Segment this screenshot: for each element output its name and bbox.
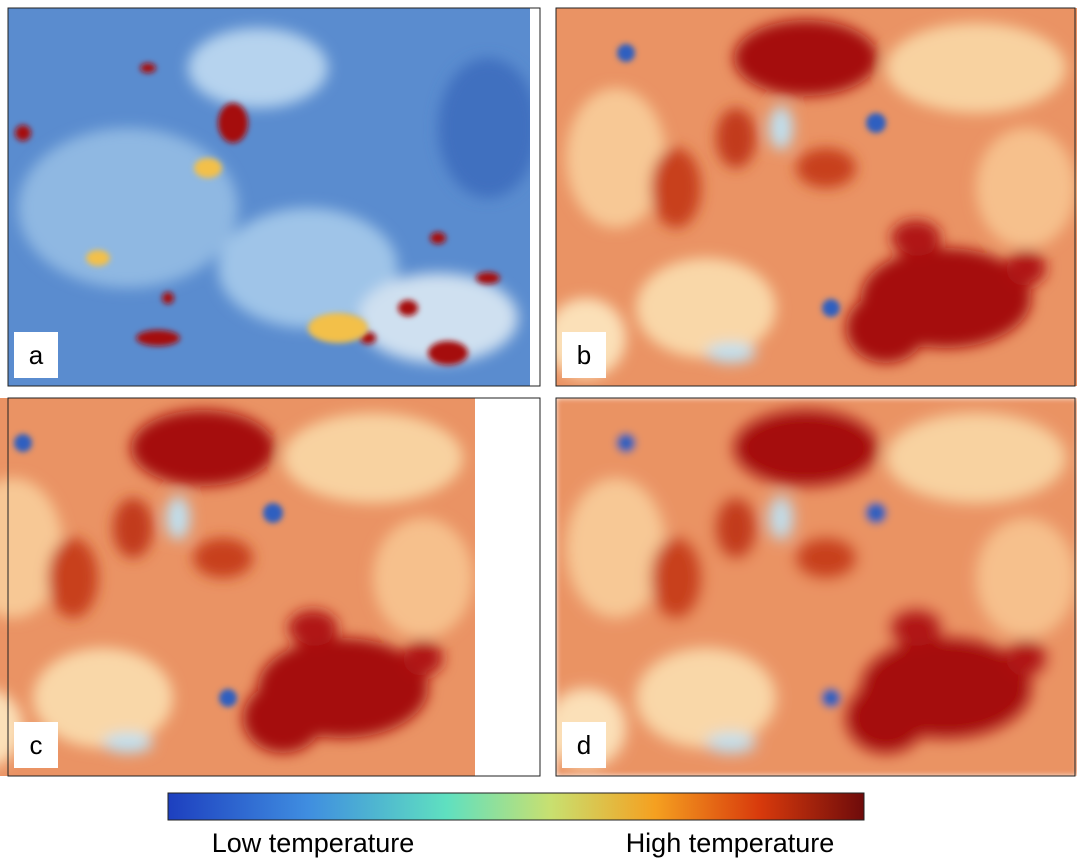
panel-map — [8, 8, 530, 386]
colorbar-low-label: Low temperature — [212, 828, 415, 858]
colorbar — [167, 792, 865, 821]
label-box — [562, 722, 606, 768]
panel-label: b — [577, 340, 591, 370]
panel-label: c — [30, 730, 43, 760]
label-box — [14, 332, 58, 378]
label-box — [562, 332, 606, 378]
panel-label: d — [577, 730, 591, 760]
colorbar-high-label: High temperature — [626, 828, 835, 858]
panel-label: a — [29, 340, 44, 370]
panel-map — [546, 8, 1077, 386]
label-box — [14, 722, 58, 768]
panel-map — [0, 398, 475, 776]
panel-map — [546, 398, 1077, 776]
